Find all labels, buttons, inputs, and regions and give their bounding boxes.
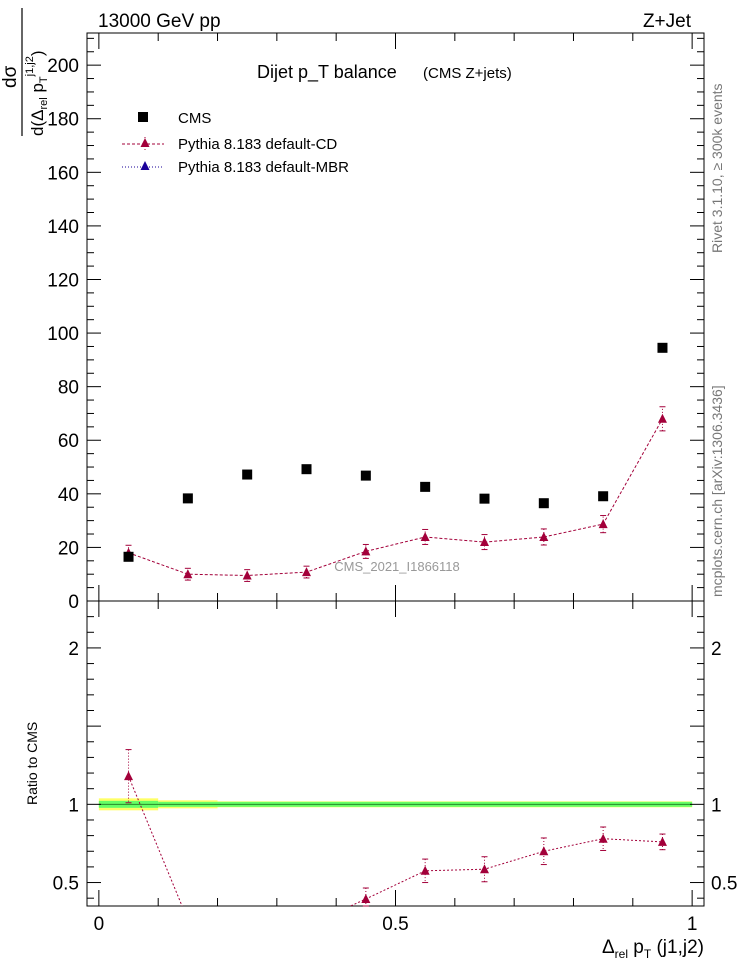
default-cd-point	[302, 567, 312, 577]
cms-point	[301, 464, 312, 475]
cms-point	[538, 498, 549, 509]
default-cd-point	[420, 531, 430, 541]
main-y-axis-label: dσ d(Δrel pTj1,j2)	[0, 8, 50, 136]
ratio-y-tick-label: 0.5	[53, 874, 79, 895]
cms-point	[242, 469, 253, 480]
default-cd-point	[479, 537, 489, 547]
main-panel: 0 20 40 60 80 100 120 140 160 180 200 CMS_2021_I18…	[0, 8, 705, 613]
mcplots-label: mcplots.cern.ch [arXiv:1306.3436]	[709, 385, 725, 597]
x-tick-label: 0	[94, 914, 105, 935]
ratio-point	[539, 846, 549, 856]
x-axis-label: Δrel pT (j1,j2)	[602, 937, 704, 961]
legend-label-default-mbr: Pythia 8.183 default-MBR	[178, 159, 349, 176]
ratio-point	[479, 864, 489, 874]
ratio-point	[124, 771, 134, 781]
ratio-tick-labels: 0.5 0.5 1 1 2 2 0 0.5 1	[53, 639, 738, 935]
default-cd-point	[242, 570, 252, 580]
main-y-tick-label: 140	[47, 217, 79, 238]
main-axis-ticks	[87, 33, 704, 602]
x-tick-label: 0.5	[382, 914, 408, 935]
main-y-tick-labels: 0 20 40 60 80 100 120 140 160 180 200	[47, 56, 79, 613]
cms-point	[123, 551, 134, 562]
ratio-frame	[86, 600, 705, 907]
legend-item-default-mbr: Pythia 8.183 default-MBR	[122, 159, 349, 176]
y-label-numerator: dσ	[0, 65, 21, 88]
default-cd-line	[128, 418, 663, 577]
ratio-default-cd-line	[128, 776, 663, 906]
default-cd-point	[657, 413, 667, 423]
cms-point	[420, 481, 431, 492]
ratio-point	[361, 893, 371, 903]
cms-point	[598, 491, 609, 502]
ratio-y-tick-label-right: 0.5	[711, 874, 737, 895]
ratio-data-layer	[124, 749, 667, 907]
ratio-y-axis-label: Ratio to CMS	[24, 722, 40, 805]
ratio-y-tick-label-right: 1	[711, 795, 722, 816]
main-data-layer	[123, 342, 668, 582]
main-y-tick-label: 20	[58, 538, 79, 559]
ratio-y-tick-label: 2	[68, 639, 79, 660]
cms-point	[360, 470, 371, 481]
cms-point	[479, 493, 490, 504]
chart-title: Dijet p_T balance (CMS Z+jets)	[257, 62, 512, 83]
y-label-denominator: d(Δrel pTj1,j2)	[24, 51, 50, 137]
legend-item-default-cd: Pythia 8.183 default-CD	[122, 136, 337, 153]
svg-text:Dijet p_T balance: Dijet p_T balance	[257, 62, 397, 83]
chart-title-text: Dijet p_T balance	[257, 62, 397, 83]
ratio-point	[657, 836, 667, 846]
default-cd-point	[183, 569, 193, 579]
ratio-panel: 0.5 0.5 1 1 2 2 0 0.5 1 Ratio to CMS Δrel pT (j1…	[24, 600, 738, 961]
default-cd-point	[598, 519, 608, 529]
chart-subtitle: (CMS Z+jets)	[423, 65, 512, 82]
process-label: Z+Jet	[643, 11, 692, 32]
main-y-tick-label: 40	[58, 485, 79, 506]
main-y-tick-label: 120	[47, 270, 79, 291]
cms-point	[182, 493, 193, 504]
main-y-tick-label: 100	[47, 324, 79, 345]
ratio-uncertainty-band	[98, 798, 693, 811]
ratio-y-tick-label: 1	[68, 795, 79, 816]
cms-point	[657, 342, 668, 353]
ratio-y-tick-label-right: 2	[711, 639, 722, 660]
x-tick-label: 1	[687, 914, 698, 935]
legend-label-default-cd: Pythia 8.183 default-CD	[178, 136, 337, 153]
legend: CMS Pythia 8.183 default-CD Pythia 8.183…	[122, 110, 349, 176]
default-cd-point	[539, 531, 549, 541]
legend-item-cms: CMS	[138, 110, 211, 127]
main-y-tick-label: 60	[58, 431, 79, 452]
ratio-point	[420, 865, 430, 875]
watermark: CMS_2021_I1866118	[334, 559, 460, 574]
ratio-axis-ticks	[87, 601, 704, 906]
energy-label: 13000 GeV pp	[98, 11, 221, 32]
main-y-tick-label: 0	[68, 592, 79, 613]
main-y-tick-label: 80	[58, 378, 79, 399]
main-y-tick-label: 180	[47, 110, 79, 131]
main-y-tick-label: 160	[47, 163, 79, 184]
default-cd-point	[361, 546, 371, 556]
ratio-point	[598, 833, 608, 843]
rivet-label: Rivet 3.1.10, ≥ 300k events	[709, 83, 725, 253]
main-y-tick-label: 200	[47, 56, 79, 77]
legend-label-cms: CMS	[178, 110, 211, 127]
